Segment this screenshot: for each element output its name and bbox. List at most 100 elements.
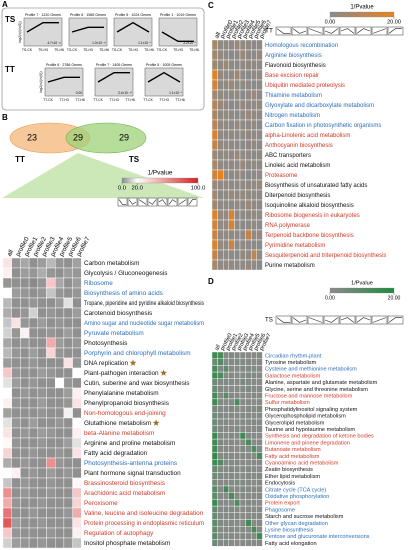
heatmap-cell bbox=[250, 159, 257, 171]
heatmap-cell bbox=[28, 507, 39, 519]
heatmap-cell bbox=[256, 539, 263, 547]
profile-line bbox=[71, 26, 104, 33]
heatmap-cell bbox=[37, 287, 47, 299]
heatmap-cell bbox=[46, 397, 56, 409]
heatmap-cell bbox=[250, 149, 257, 161]
row-label: Limonene and pinene degradation bbox=[265, 440, 350, 446]
heatmap-cell bbox=[20, 327, 30, 339]
heatmap-cell bbox=[222, 519, 229, 527]
heatmap-cell bbox=[245, 425, 252, 433]
heatmap-cell bbox=[250, 79, 257, 91]
heatmap-cell bbox=[228, 139, 235, 151]
legend-tick-label: 20.00 bbox=[388, 295, 401, 301]
heatmap-cell bbox=[211, 479, 218, 487]
heatmap-cell bbox=[20, 457, 30, 469]
row-label: alpha-Linolenic acid metabolism bbox=[265, 133, 350, 139]
heatmap-cell bbox=[245, 99, 252, 111]
heatmap-cell bbox=[72, 507, 82, 519]
row-label: Proteasome bbox=[265, 173, 298, 179]
heatmap-cell bbox=[239, 432, 246, 440]
trend-glyph bbox=[158, 199, 167, 205]
heatmap-cell bbox=[250, 49, 257, 61]
heatmap-cell bbox=[28, 427, 39, 439]
heatmap-cell bbox=[55, 357, 65, 369]
heatmap-cell bbox=[239, 479, 246, 487]
heatmap-cell bbox=[217, 492, 224, 500]
heatmap-cell bbox=[228, 109, 235, 121]
heatmap-cell bbox=[28, 397, 39, 409]
heatmap-cell bbox=[55, 537, 65, 549]
heatmap-cell bbox=[239, 392, 246, 400]
trend-glyph bbox=[188, 199, 196, 205]
heatmap-cell bbox=[55, 487, 65, 499]
row-label: TS bbox=[5, 15, 16, 24]
heatmap-cell bbox=[46, 267, 56, 279]
heatmap-cell bbox=[250, 378, 257, 386]
heatmap-cell bbox=[63, 367, 73, 379]
heatmap-cell bbox=[211, 505, 218, 514]
heatmap-cell bbox=[28, 257, 39, 269]
heatmap-cell bbox=[37, 387, 47, 399]
heatmap-cell bbox=[228, 532, 235, 540]
heatmap-cell bbox=[239, 472, 246, 480]
heatmap-cell bbox=[37, 447, 47, 459]
heatmap-cell bbox=[234, 119, 241, 131]
heatmap-cell bbox=[55, 277, 65, 289]
heatmap-cell bbox=[217, 526, 224, 534]
trend-box bbox=[275, 315, 292, 325]
heatmap-cell bbox=[211, 485, 218, 493]
heatmap-cell bbox=[228, 371, 235, 380]
heatmap-cell bbox=[256, 465, 263, 473]
heatmap-cell bbox=[28, 297, 39, 309]
profile-line bbox=[161, 31, 194, 43]
heatmap-cell bbox=[256, 479, 263, 487]
heatmap-cell bbox=[20, 297, 30, 309]
legend-tick-label: 100.0 bbox=[191, 186, 206, 192]
heatmap-cell bbox=[11, 497, 21, 509]
heatmap-cell bbox=[55, 497, 65, 509]
heatmap-cell bbox=[250, 532, 257, 540]
trend-box bbox=[157, 197, 168, 207]
heatmap-cell bbox=[63, 487, 73, 499]
heatmap-cell bbox=[211, 69, 218, 81]
highlight-star bbox=[129, 359, 137, 366]
heatmap-cell bbox=[217, 512, 224, 520]
heatmap-cell bbox=[222, 459, 229, 467]
row-label: Biosynthesis of unsaturated fatty acids bbox=[265, 183, 367, 189]
heatmap-cell bbox=[245, 249, 252, 261]
heatmap-cell bbox=[11, 417, 21, 429]
row-label: Purine metabolism bbox=[265, 263, 315, 269]
heatmap-cell bbox=[234, 219, 241, 231]
x-tick-label: TS-H6 bbox=[54, 48, 64, 52]
heatmap-cell bbox=[245, 139, 252, 151]
heatmap-cell bbox=[222, 512, 229, 520]
heatmap-cell bbox=[222, 418, 229, 426]
heatmap-cell bbox=[28, 317, 39, 329]
heatmap-cell bbox=[55, 257, 65, 269]
legend-bar bbox=[121, 177, 199, 184]
heatmap-cell bbox=[250, 239, 257, 251]
heatmap-cell bbox=[37, 257, 47, 269]
heatmap-cell bbox=[234, 385, 241, 393]
heatmap-cell bbox=[20, 537, 30, 549]
venn-count: 23 bbox=[27, 132, 37, 142]
heatmap-cell bbox=[256, 129, 263, 141]
heatmap-cell bbox=[250, 512, 257, 520]
heatmap-cell bbox=[228, 392, 235, 400]
heatmap-cell bbox=[228, 385, 235, 393]
heatmap-cell bbox=[239, 358, 246, 366]
heatmap-cell bbox=[11, 437, 21, 449]
heatmap-cell bbox=[250, 219, 257, 231]
heatmap-cell bbox=[239, 532, 246, 540]
heatmap-cell bbox=[256, 159, 263, 171]
heatmap-cell bbox=[250, 179, 257, 191]
row-label: Fructose and mannose metabolism bbox=[265, 394, 353, 400]
heatmap-cell bbox=[256, 149, 263, 161]
row-label: Flavonoid biosynthesis bbox=[265, 63, 326, 69]
row-label: Galactose metabolism bbox=[265, 373, 321, 379]
heatmap-cell bbox=[211, 89, 218, 101]
heatmap-cell bbox=[250, 129, 257, 141]
heatmap-cell bbox=[20, 357, 30, 369]
row-label: Peroxisome bbox=[84, 500, 118, 507]
